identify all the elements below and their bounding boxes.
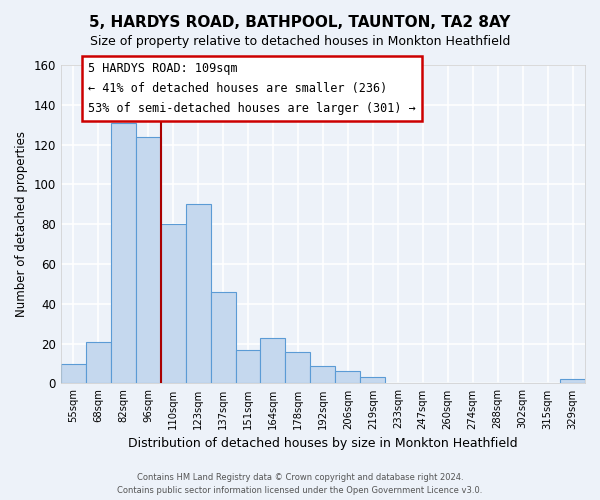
Bar (111, 122, 136, 384)
Bar (86, 342, 111, 384)
Text: Size of property relative to detached houses in Monkton Heathfield: Size of property relative to detached ho… (90, 35, 510, 48)
Text: 5, HARDYS ROAD, BATHPOOL, TAUNTON, TA2 8AY: 5, HARDYS ROAD, BATHPOOL, TAUNTON, TA2 8… (89, 15, 511, 30)
Bar (211, 292, 236, 384)
Y-axis label: Number of detached properties: Number of detached properties (15, 131, 28, 317)
Bar (335, 372, 361, 384)
Bar (61, 364, 86, 384)
Text: Contains HM Land Registry data © Crown copyright and database right 2024.
Contai: Contains HM Land Registry data © Crown c… (118, 474, 482, 495)
Bar (260, 338, 286, 384)
Bar (286, 352, 310, 384)
Bar (136, 136, 161, 384)
Text: 5 HARDYS ROAD: 109sqm
← 41% of detached houses are smaller (236)
53% of semi-det: 5 HARDYS ROAD: 109sqm ← 41% of detached … (88, 62, 416, 116)
Bar (361, 378, 385, 384)
Bar (310, 366, 335, 384)
X-axis label: Distribution of detached houses by size in Monkton Heathfield: Distribution of detached houses by size … (128, 437, 518, 450)
Bar (161, 224, 185, 384)
Bar (560, 380, 585, 384)
Bar (236, 350, 260, 384)
Bar (185, 204, 211, 384)
